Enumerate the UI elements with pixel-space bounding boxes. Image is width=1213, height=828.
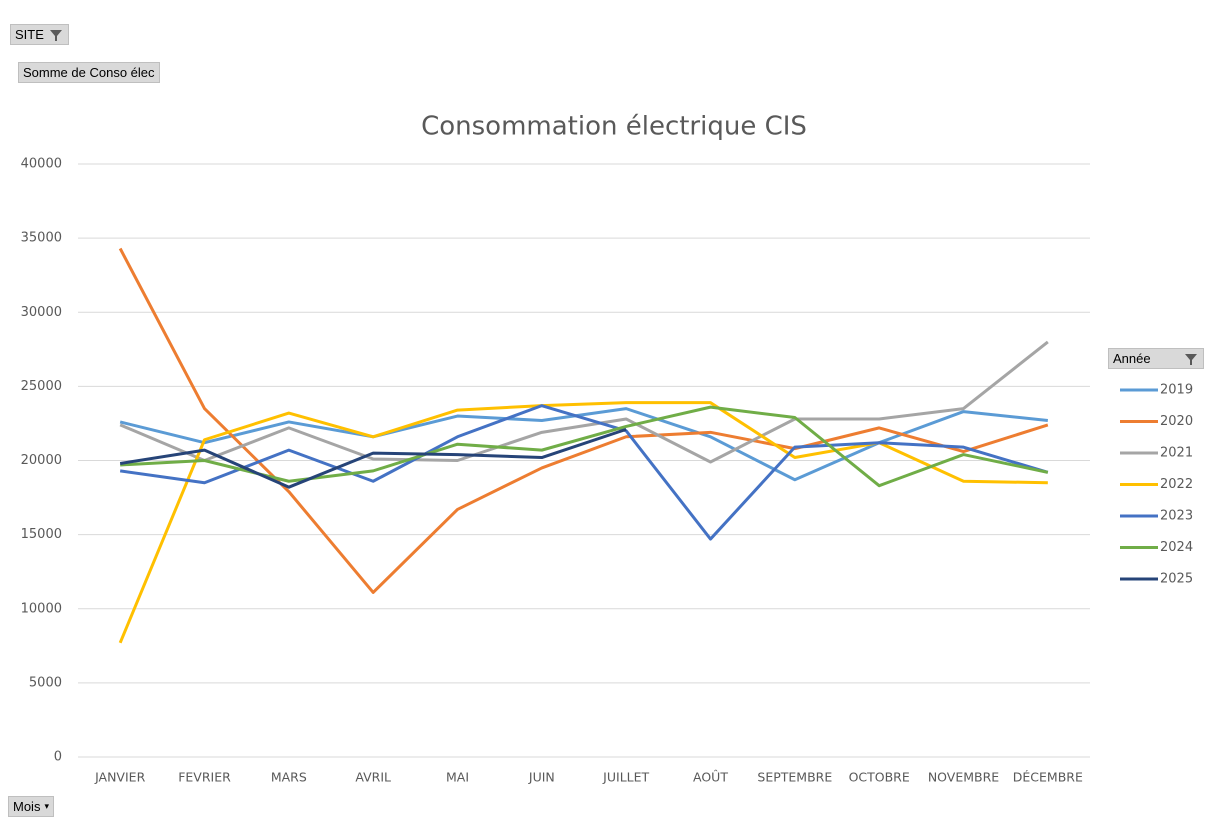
- y-tick-label: 0: [54, 750, 62, 765]
- y-tick-label: 35000: [21, 231, 62, 246]
- button-label: Mois: [13, 799, 41, 814]
- x-tick-label: NOVEMBRE: [928, 770, 999, 785]
- x-tick-label: DÉCEMBRE: [1013, 770, 1083, 785]
- chart-title: Consommation électrique CIS: [421, 112, 807, 142]
- legend-field-button[interactable]: Année: [1108, 348, 1204, 369]
- filter-icon: [49, 29, 62, 41]
- series-line: [119, 404, 1049, 541]
- value-field-button[interactable]: Somme de Conso élec: [18, 62, 160, 83]
- y-tick-label: 15000: [21, 527, 62, 542]
- legend-label: 2023: [1160, 509, 1193, 524]
- x-tick-label: JANVIER: [94, 770, 146, 785]
- x-tick-label: AVRIL: [355, 770, 391, 785]
- x-tick-label: OCTOBRE: [849, 770, 910, 785]
- button-label: SITE: [15, 27, 44, 42]
- x-tick-label: SEPTEMBRE: [757, 770, 832, 785]
- y-tick-label: 5000: [29, 675, 62, 690]
- x-tick-label: FEVRIER: [178, 770, 231, 785]
- y-tick-label: 10000: [21, 601, 62, 616]
- x-tick-label: AOÛT: [693, 770, 728, 785]
- report-filter-button[interactable]: SITE: [10, 24, 69, 45]
- series-line: [119, 340, 1049, 464]
- legend-label: 2024: [1160, 540, 1193, 555]
- series-line: [118, 401, 1048, 644]
- axis-field-button[interactable]: Mois ▾: [8, 796, 54, 817]
- series-line: [119, 407, 1048, 482]
- y-tick-label: 30000: [21, 305, 62, 320]
- legend-label: 2019: [1160, 383, 1193, 398]
- x-tick-label: JUILLET: [602, 770, 649, 785]
- x-tick-label: JUIN: [528, 770, 555, 785]
- x-tick-label: MAI: [446, 770, 469, 785]
- legend-title: Année: [1113, 351, 1151, 366]
- legend-label: 2021: [1160, 446, 1193, 461]
- dropdown-icon: ▾: [44, 801, 49, 811]
- series-line: [120, 405, 1049, 488]
- x-tick-label: MARS: [271, 770, 307, 785]
- y-tick-label: 20000: [21, 453, 62, 468]
- y-tick-label: 25000: [21, 379, 62, 394]
- filter-icon: [1185, 353, 1197, 365]
- series-line: [118, 247, 1049, 594]
- legend-label: 2020: [1160, 414, 1193, 429]
- button-label: Somme de Conso élec: [23, 65, 155, 80]
- y-tick-label: 40000: [21, 157, 62, 172]
- series-line: [119, 427, 627, 489]
- legend-label: 2025: [1160, 572, 1193, 587]
- legend-label: 2022: [1160, 477, 1193, 492]
